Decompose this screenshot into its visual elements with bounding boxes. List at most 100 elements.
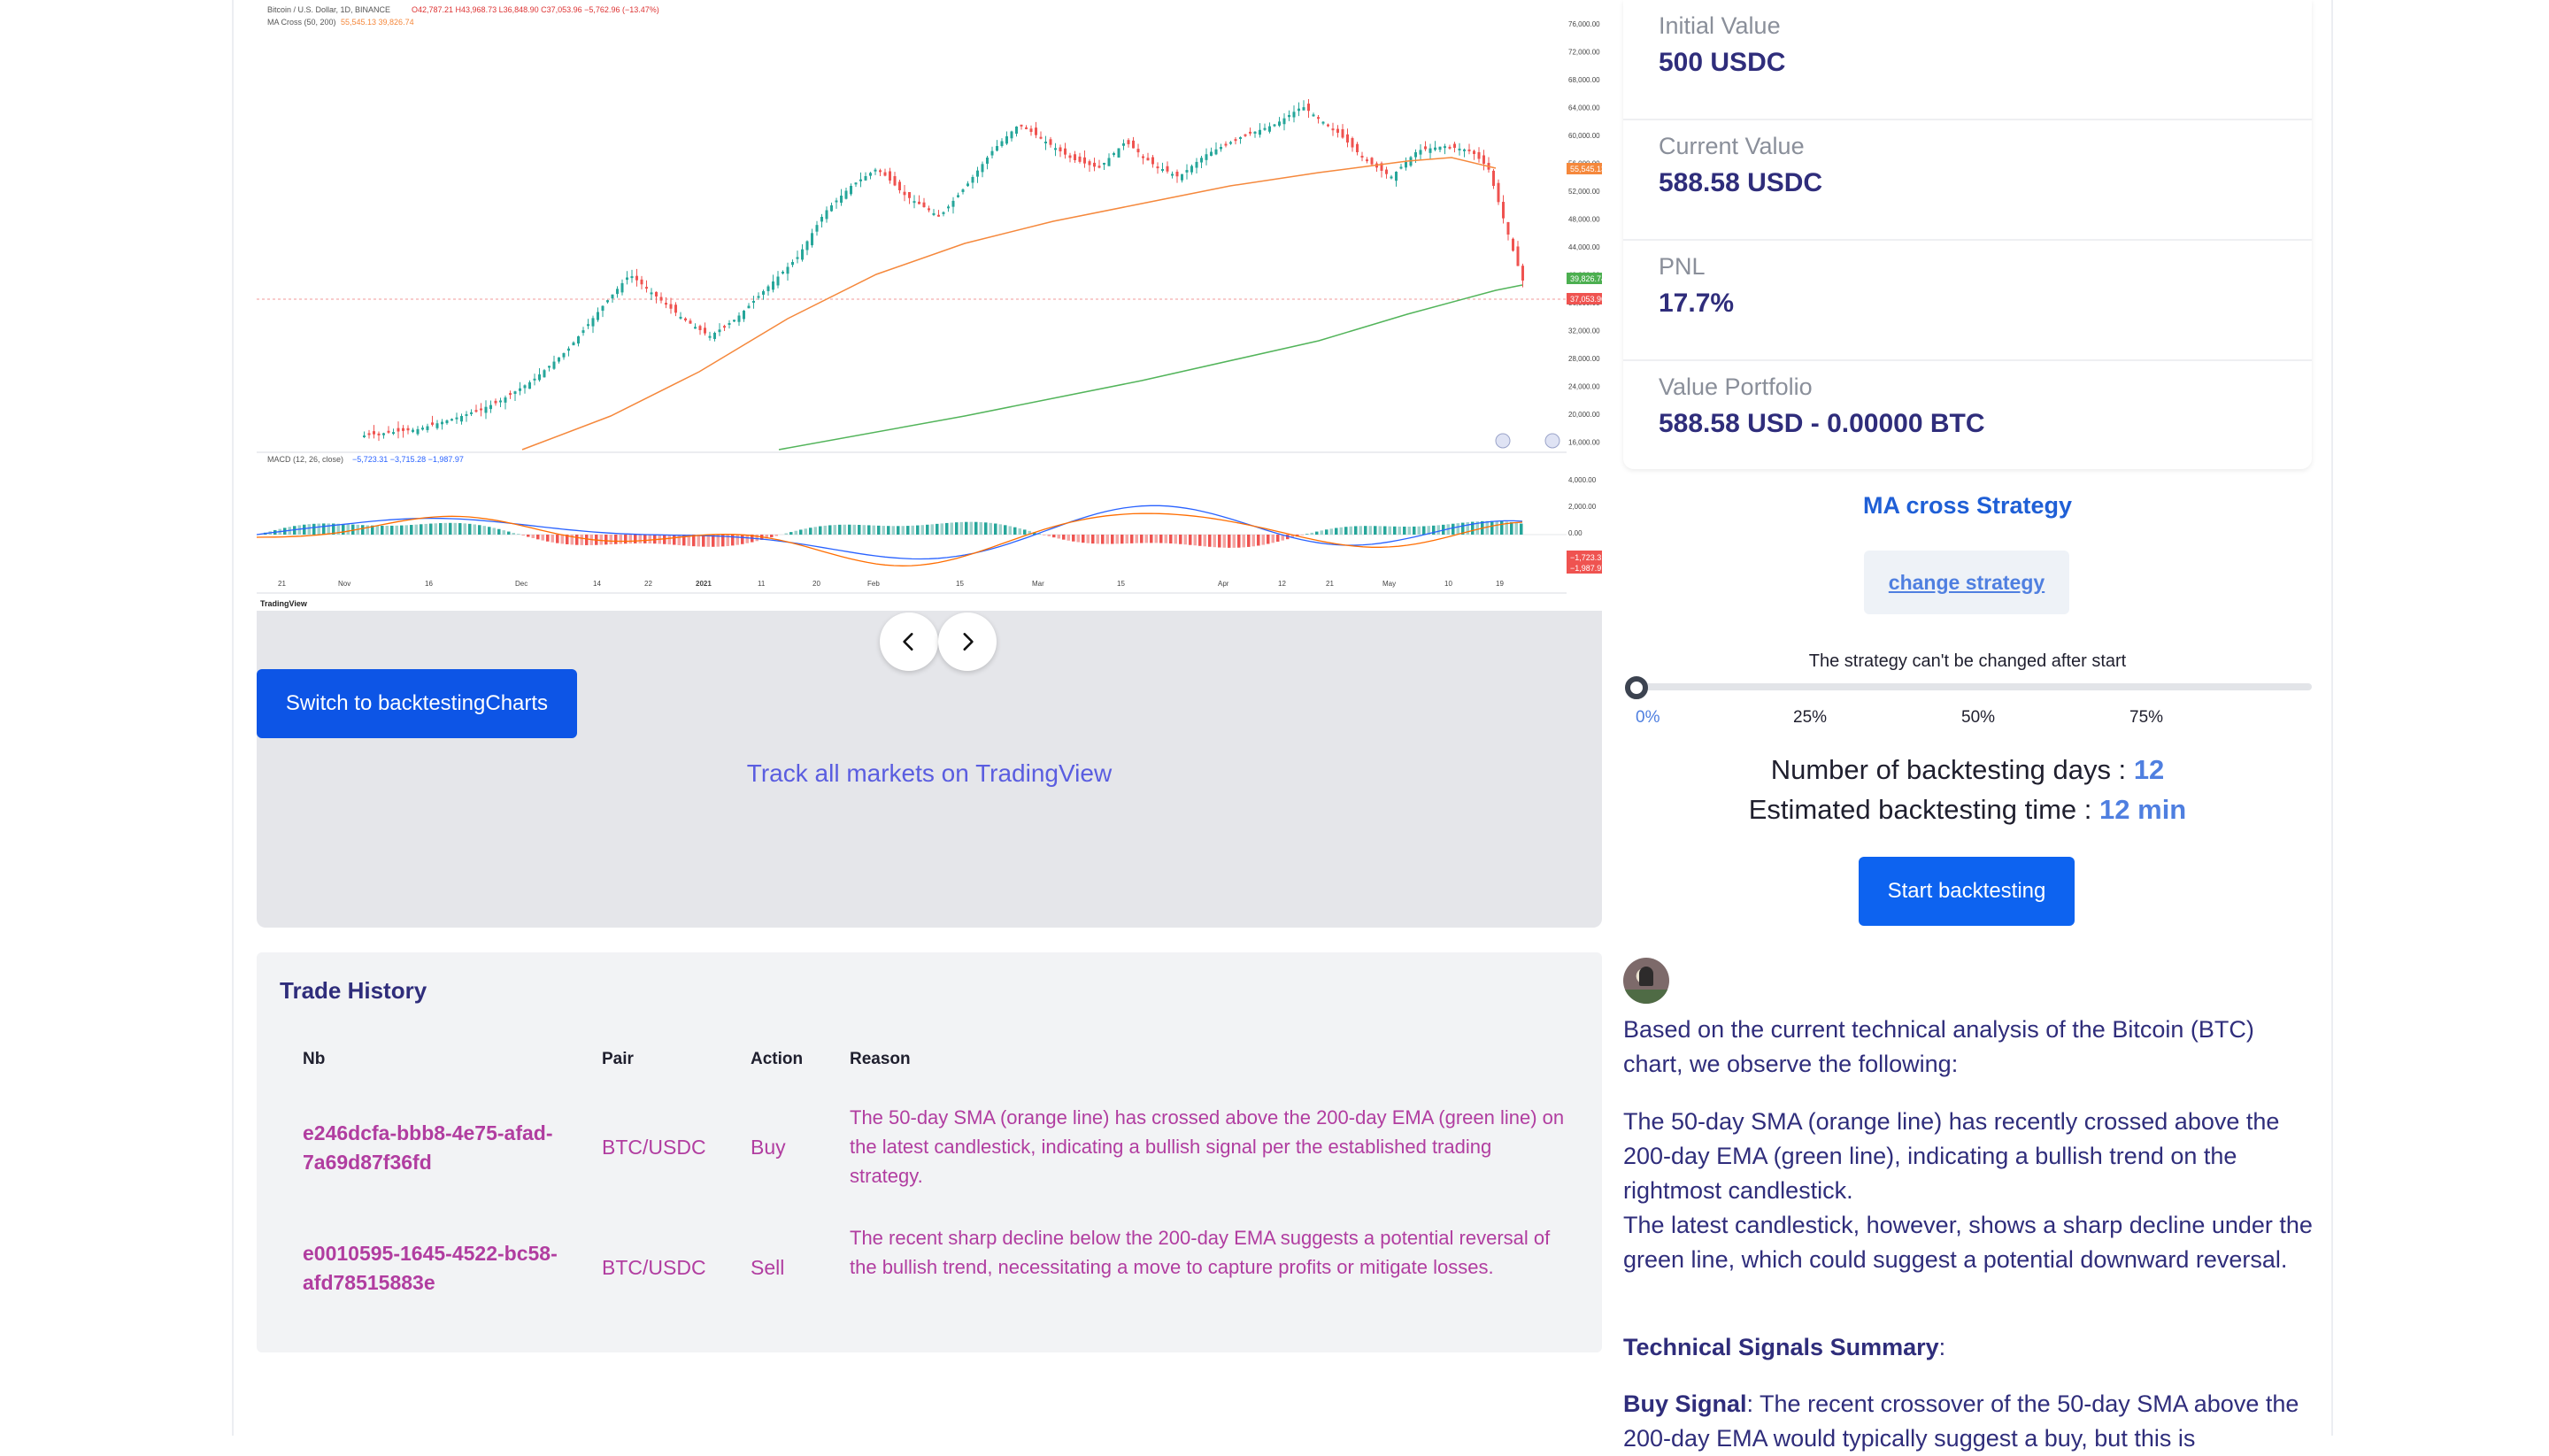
- trade-history-panel: Trade History Nb Pair Action Reason e246…: [257, 952, 1602, 1352]
- column-header-nb: Nb: [303, 1050, 325, 1069]
- macd-histogram-bar: [931, 524, 935, 535]
- stat-current-value: Current Value 588.58 USDC: [1623, 120, 2312, 241]
- candle-body: [495, 401, 497, 404]
- macd-histogram-bar: [1383, 527, 1387, 535]
- candle-body: [982, 164, 984, 172]
- candle-body: [1132, 141, 1135, 149]
- strategy-locked-notice: The strategy can't be changed after star…: [1623, 651, 2312, 672]
- candle-body: [655, 292, 658, 297]
- macd-histogram-bar: [1004, 525, 1007, 535]
- technical-signals-heading: Technical Signals Summary:: [1623, 1330, 2315, 1365]
- trade-id[interactable]: e246dcfa-bbb8-4e75-afad-7a69d87f36fd: [303, 1119, 568, 1177]
- candle-body: [986, 158, 989, 164]
- macd-histogram-bar: [877, 526, 881, 535]
- macd-histogram-bar: [1490, 521, 1494, 535]
- switch-to-backtesting-charts-button[interactable]: Switch to backtestingCharts: [257, 669, 577, 738]
- stat-label: Value Portfolio: [1659, 374, 1813, 401]
- macd-histogram-bar: [1510, 522, 1513, 535]
- macd-histogram-bar: [965, 522, 968, 535]
- chart-next-button[interactable]: [938, 612, 997, 671]
- macd-histogram-bar: [386, 526, 389, 535]
- macd-histogram-bar: [581, 535, 584, 545]
- candle-body: [577, 336, 580, 343]
- macd-histogram-bar: [1213, 535, 1217, 547]
- candle-body: [1157, 166, 1159, 168]
- macd-histogram-bar: [1515, 523, 1519, 535]
- macd-histogram-bar: [1418, 527, 1421, 535]
- stat-pnl: PNL 17.7%: [1623, 241, 2312, 361]
- chart-header-1-values: O42,787.21 H43,968.73 L36,848.90 C37,053…: [412, 5, 659, 14]
- macd-histogram-bar: [478, 525, 481, 535]
- candle-body: [1200, 158, 1203, 162]
- stat-value: 17.7%: [1659, 289, 1734, 319]
- change-strategy-button[interactable]: change strategy: [1864, 551, 2069, 614]
- candle-body: [1186, 170, 1189, 173]
- candle-body: [928, 208, 930, 210]
- tag-ma200: 39,826.74: [1570, 274, 1602, 283]
- macd-histogram-bar: [945, 523, 949, 535]
- candle-body: [836, 201, 838, 203]
- macd-histogram-bar: [381, 526, 384, 535]
- candle-body: [392, 432, 395, 434]
- price-tick-label: 48,000.00: [1568, 216, 1600, 224]
- macd-histogram-bar: [1013, 528, 1017, 535]
- macd-histogram-bar: [303, 525, 306, 535]
- start-backtesting-button[interactable]: Start backtesting: [1859, 857, 2075, 926]
- macd-header-values: −5,723.31 −3,715.28 −1,987.97: [352, 455, 464, 464]
- candle-body: [1147, 158, 1150, 160]
- candle-body: [616, 289, 619, 294]
- candle-body: [1161, 169, 1164, 171]
- candle-body: [1327, 125, 1329, 127]
- stat-initial-value: Initial Value 500 USDC: [1623, 0, 2312, 120]
- macd-histogram-bar: [1393, 527, 1397, 535]
- macd-histogram-bar: [1311, 533, 1314, 535]
- trade-id[interactable]: e0010595-1645-4522-bc58-afd78515883e: [303, 1239, 568, 1298]
- macd-histogram-bar: [1452, 524, 1455, 535]
- candle-body: [826, 211, 828, 220]
- candle-body: [1371, 158, 1374, 164]
- candle-body: [489, 405, 492, 410]
- candle-body: [460, 416, 463, 421]
- macd-histogram-bar: [342, 524, 345, 535]
- macd-histogram-bar: [1398, 527, 1402, 535]
- candle-body: [865, 176, 867, 181]
- macd-histogram-bar: [882, 526, 886, 535]
- candle-body: [1044, 142, 1047, 143]
- macd-histogram-bar: [897, 526, 900, 535]
- track-markets-link[interactable]: Track all markets on TradingView: [257, 759, 1602, 788]
- macd-histogram-bar: [400, 526, 404, 535]
- candle-body: [1040, 137, 1043, 139]
- macd-histogram-bar: [468, 524, 472, 535]
- macd-histogram-bar: [1159, 535, 1163, 543]
- candle-body: [1498, 183, 1500, 203]
- chart-prev-button[interactable]: [880, 612, 938, 671]
- candle-body: [514, 391, 517, 394]
- price-tick-label: 24,000.00: [1568, 383, 1600, 391]
- macd-histogram-bar: [1106, 535, 1110, 544]
- macd-histogram-bar: [892, 526, 896, 535]
- candle-body: [485, 407, 488, 413]
- macd-histogram-bar: [507, 532, 511, 535]
- macd-histogram-bar: [1237, 535, 1241, 548]
- candle-body: [1298, 109, 1300, 112]
- macd-histogram-bar: [546, 535, 550, 542]
- candle-body: [1235, 139, 1237, 141]
- candle-body: [991, 151, 994, 156]
- trade-pair: BTC/USDC: [602, 1133, 706, 1162]
- candle-body: [1205, 154, 1208, 160]
- backtest-days-slider-track[interactable]: [1627, 683, 2312, 690]
- candle-body: [996, 146, 998, 150]
- macd-histogram-bar: [1097, 535, 1100, 543]
- macd-histogram-bar: [984, 522, 988, 535]
- candle-body: [1385, 170, 1388, 174]
- backtest-days-slider-thumb[interactable]: [1625, 676, 1648, 699]
- x-tick-label: 12: [1278, 580, 1286, 588]
- candle-body: [748, 306, 751, 309]
- candle-body: [1366, 159, 1368, 161]
- macd-tick-label: 2,000.00: [1568, 503, 1597, 511]
- candle-body: [441, 422, 443, 425]
- candle-body: [388, 431, 390, 433]
- candle-body: [943, 212, 945, 214]
- macd-histogram-bar: [1379, 526, 1382, 535]
- macd-histogram-bar: [697, 535, 701, 546]
